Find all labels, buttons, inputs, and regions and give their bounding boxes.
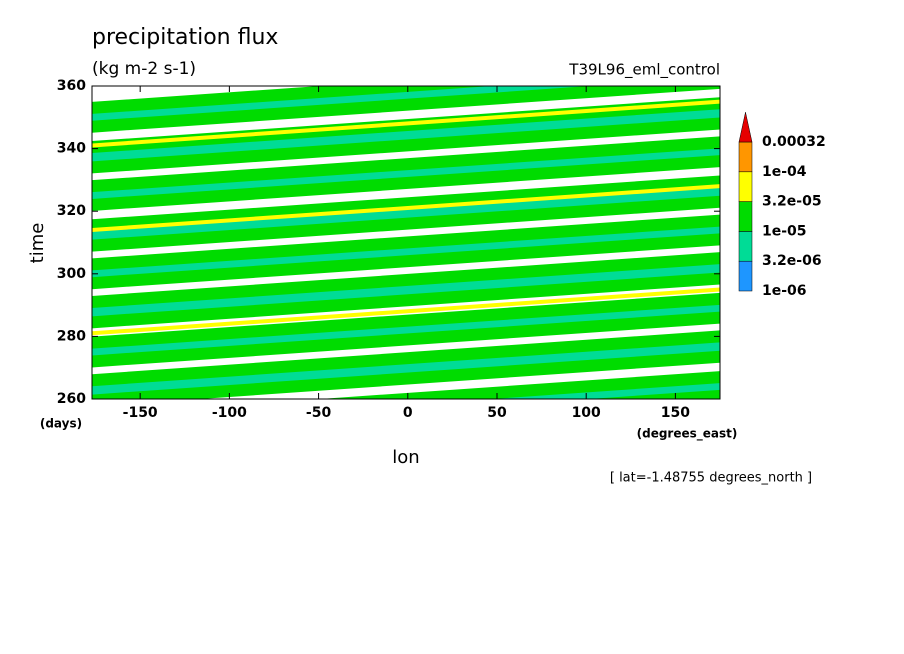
contour-band bbox=[92, 252, 720, 308]
x-tick-label: 150 bbox=[661, 405, 690, 421]
contour-band bbox=[92, 214, 720, 271]
contour-band bbox=[92, 99, 720, 148]
contour-band bbox=[92, 184, 720, 232]
y-axis-label: time bbox=[27, 223, 48, 264]
x-tick-label: 100 bbox=[572, 405, 601, 421]
chart-title: precipitation flux bbox=[92, 25, 278, 50]
contour-band bbox=[320, 371, 720, 399]
colorbar-label: 1e-05 bbox=[762, 223, 807, 239]
contour-band bbox=[92, 155, 720, 211]
contour-band bbox=[92, 292, 720, 349]
y-tick-label: 260 bbox=[57, 391, 86, 407]
contour-band bbox=[92, 195, 720, 252]
contour-band bbox=[589, 389, 720, 399]
y-tick-label: 300 bbox=[57, 266, 86, 282]
colorbar-box bbox=[738, 231, 753, 262]
colorbar-box bbox=[738, 260, 753, 292]
colorbar-label: 3.2e-05 bbox=[762, 194, 822, 210]
colorbar-label: 3.2e-06 bbox=[762, 253, 822, 269]
footnote: [ lat=-1.48755 degrees_north ] bbox=[610, 471, 812, 486]
y-tick-label: 280 bbox=[57, 328, 86, 344]
x-tick-label: -50 bbox=[306, 405, 332, 421]
contour-band bbox=[92, 136, 720, 193]
colorbar-box bbox=[738, 171, 753, 202]
colorbar-label: 1e-06 bbox=[762, 283, 807, 299]
x-units: (degrees_east) bbox=[637, 427, 738, 442]
y-tick-label: 320 bbox=[57, 203, 86, 219]
colorbar-label: 1e-04 bbox=[762, 164, 807, 180]
plot-frame bbox=[91, 85, 721, 400]
colorbar-label: 0.00032 bbox=[762, 134, 826, 150]
y-units: (days) bbox=[40, 417, 82, 431]
colorbar-box bbox=[738, 141, 753, 173]
colorbar-extend bbox=[738, 112, 753, 143]
contour-band bbox=[92, 86, 492, 114]
y-tick-label: 360 bbox=[57, 78, 86, 94]
contour-band bbox=[92, 287, 720, 336]
contour-band bbox=[92, 311, 720, 368]
contour-band bbox=[92, 350, 720, 399]
x-tick-label: 0 bbox=[403, 405, 413, 421]
contour-band bbox=[92, 86, 720, 133]
contour-band bbox=[92, 117, 720, 174]
contour-band bbox=[92, 272, 720, 329]
field bbox=[92, 86, 720, 399]
x-tick-label: -100 bbox=[212, 405, 247, 421]
chart-subtitle: (kg m-2 s-1) bbox=[92, 59, 196, 79]
colorbar-box bbox=[738, 201, 753, 232]
contour-band bbox=[92, 233, 720, 290]
x-tick-label: -150 bbox=[123, 405, 158, 421]
x-tick-label: 50 bbox=[487, 405, 507, 421]
contour-band bbox=[92, 330, 720, 387]
y-tick-label: 340 bbox=[57, 141, 86, 157]
x-axis-label: lon bbox=[392, 447, 419, 468]
annotation: T39L96_eml_control bbox=[568, 61, 720, 80]
